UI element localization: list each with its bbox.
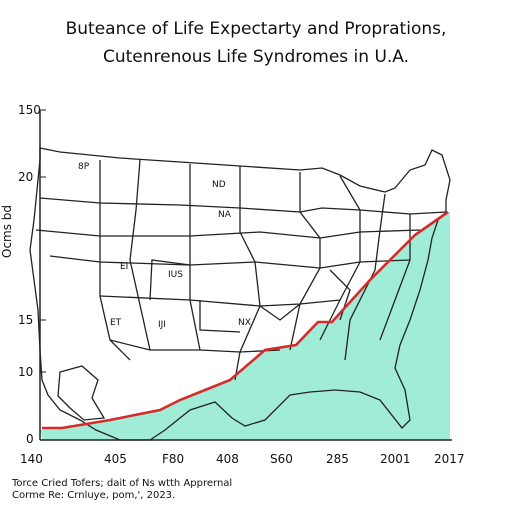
x-tick-label-1: 140 bbox=[20, 452, 43, 466]
y-tick-label-15: 15 bbox=[18, 313, 34, 327]
chart-title-line-2: Cutenrenous Life Syndromes in U.A. bbox=[102, 47, 410, 67]
y-tick-label-150: 150 bbox=[18, 103, 41, 117]
state-label-6: ET bbox=[110, 318, 122, 328]
state-label-7: IJI bbox=[158, 320, 166, 330]
trend-line bbox=[42, 210, 449, 430]
x-tick-label-3: F80 bbox=[162, 452, 185, 466]
state-boundaries bbox=[29, 147, 451, 441]
y-axis-title: Ocms bd bbox=[0, 204, 14, 258]
state-label-8: NX bbox=[238, 318, 251, 328]
x-tick-label-2: 405 bbox=[104, 452, 127, 466]
x-tick-label-4: 408 bbox=[216, 452, 239, 466]
x-tick-label-5: S60 bbox=[270, 452, 293, 466]
filled-area bbox=[40, 212, 450, 440]
state-label-3: NA bbox=[218, 210, 231, 220]
state-label-5: IUS bbox=[168, 270, 183, 280]
y-tick-label-0: 0 bbox=[26, 432, 34, 446]
x-tick-label-8: 2017 bbox=[434, 452, 465, 466]
state-label-4: EI bbox=[120, 262, 129, 272]
state-label-1: 8P bbox=[78, 162, 90, 172]
y-tick-label-20: 20 bbox=[18, 170, 34, 184]
y-tick-label-10: 10 bbox=[18, 365, 34, 379]
source-note-line-1: Torce Cried Tofers; dait of Ns wtth Appr… bbox=[12, 478, 233, 489]
source-note-line-2: Corme Re: Crnluye, pom,', 2023. bbox=[12, 490, 176, 501]
x-tick-label-7: 2001 bbox=[380, 452, 411, 466]
chart-title-line-1: Buteance of Life Expectarty and Proprati… bbox=[65, 19, 447, 39]
state-label-2: ND bbox=[212, 180, 226, 190]
x-tick-label-6: 285 bbox=[326, 452, 349, 466]
